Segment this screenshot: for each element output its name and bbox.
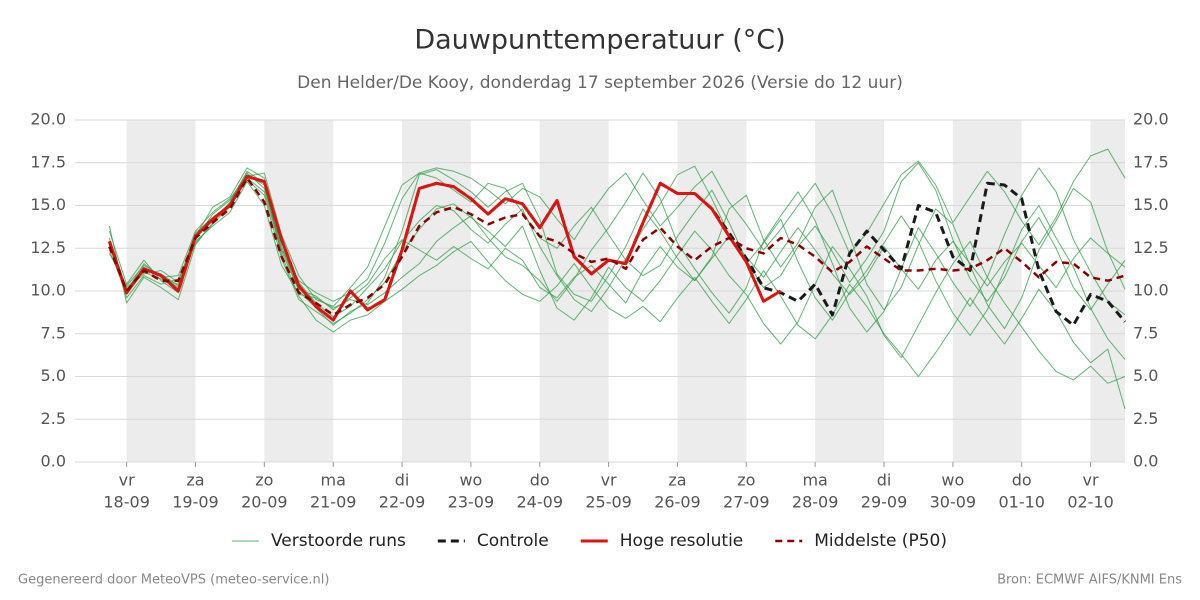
y-tick-label: 0.0 bbox=[41, 452, 66, 471]
x-tick-date: 30-09 bbox=[930, 493, 977, 512]
ensemble-line bbox=[108, 167, 1126, 333]
y-tick-label: 15.0 bbox=[30, 195, 66, 214]
y2-tick-label: 17.5 bbox=[1133, 152, 1169, 171]
x-tick-label: vr bbox=[1083, 471, 1099, 490]
y2-tick-label: 2.5 bbox=[1133, 409, 1158, 428]
legend-label: Hoge resolutie bbox=[620, 531, 744, 551]
x-tick-date: 21-09 bbox=[310, 493, 357, 512]
x-tick-date: 28-09 bbox=[792, 493, 839, 512]
x-tick-date: 01-10 bbox=[998, 493, 1045, 512]
y-tick-label: 10.0 bbox=[30, 281, 66, 300]
y-tick-label: 20.0 bbox=[30, 110, 66, 129]
x-tick-label: ma bbox=[802, 471, 827, 490]
chart-title: Dauwpunttemperatuur (°C) bbox=[414, 25, 785, 56]
y2-tick-label: 5.0 bbox=[1133, 366, 1158, 385]
x-tick-label: vr bbox=[119, 471, 135, 490]
footer-left: Gegenereerd door MeteoVPS (meteo-service… bbox=[18, 573, 329, 588]
y2-tick-label: 7.5 bbox=[1133, 323, 1158, 342]
ensemble-line bbox=[108, 162, 1126, 311]
x-tick-date: 02-10 bbox=[1067, 493, 1114, 512]
y2-tick-label: 0.0 bbox=[1133, 452, 1158, 471]
ensemble-line bbox=[108, 148, 1126, 307]
legend: Verstoorde runs Controle Hoge resolutie Mid… bbox=[232, 531, 947, 551]
x-tick-date: 23-09 bbox=[448, 493, 495, 512]
y-tick-label: 5.0 bbox=[41, 366, 66, 385]
x-tick-label: za bbox=[668, 471, 686, 490]
x-tick-label: za bbox=[186, 471, 204, 490]
y2-tick-label: 20.0 bbox=[1133, 110, 1169, 129]
x-tick-date: 22-09 bbox=[379, 493, 426, 512]
x-tick-date: 25-09 bbox=[585, 493, 632, 512]
x-tick-label: di bbox=[395, 471, 410, 490]
x-tick-label: wo bbox=[941, 471, 964, 490]
series-line bbox=[108, 176, 1126, 317]
legend-label: Controle bbox=[477, 531, 549, 551]
x-tick-date: 20-09 bbox=[241, 493, 288, 512]
x-tick-label: vr bbox=[601, 471, 617, 490]
x-tick-date: 18-09 bbox=[103, 493, 150, 512]
x-tick-label: do bbox=[1012, 471, 1032, 490]
y-tick-label: 17.5 bbox=[30, 152, 66, 171]
y-tick-label: 12.5 bbox=[30, 238, 66, 257]
x-tick-date: 27-09 bbox=[723, 493, 770, 512]
x-tick-label: do bbox=[530, 471, 550, 490]
y-tick-label: 7.5 bbox=[41, 323, 66, 342]
x-tick-label: zo bbox=[255, 471, 273, 490]
series-line bbox=[107, 174, 782, 322]
x-tick-label: wo bbox=[459, 471, 482, 490]
y2-tick-label: 10.0 bbox=[1133, 281, 1169, 300]
chart-subtitle: Den Helder/De Kooy, donderdag 17 septemb… bbox=[297, 73, 903, 93]
x-tick-date: 24-09 bbox=[517, 493, 564, 512]
y2-tick-label: 12.5 bbox=[1133, 238, 1169, 257]
x-tick-label: ma bbox=[321, 471, 346, 490]
x-tick-date: 29-09 bbox=[861, 493, 908, 512]
y2-tick-label: 15.0 bbox=[1133, 195, 1169, 214]
ensemble-line bbox=[108, 170, 1126, 410]
y-tick-label: 2.5 bbox=[41, 409, 66, 428]
legend-label: Middelste (P50) bbox=[814, 531, 947, 551]
x-tick-label: zo bbox=[737, 471, 755, 490]
x-tick-label: di bbox=[877, 471, 892, 490]
x-tick-date: 26-09 bbox=[654, 493, 701, 512]
legend-label: Verstoorde runs bbox=[271, 531, 406, 551]
x-tick-date: 19-09 bbox=[172, 493, 219, 512]
footer-right: Bron: ECMWF AIFS/KNMI Ens bbox=[997, 573, 1182, 588]
